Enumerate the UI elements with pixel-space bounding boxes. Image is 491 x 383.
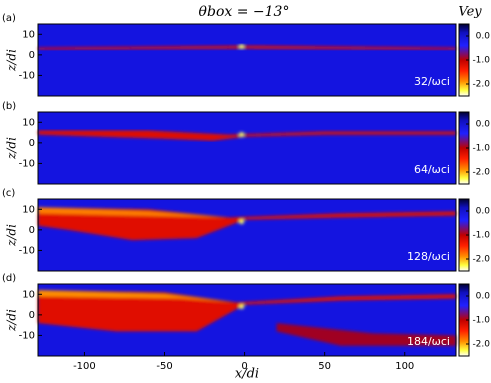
current-sheet: [38, 207, 229, 218]
colorbar-tick-label: -2.0: [472, 340, 490, 350]
heatmap-features: [38, 207, 456, 241]
title: θbox = −13°: [199, 4, 290, 20]
x-tick-label: 100: [395, 361, 414, 372]
x-tick-label: -50: [156, 361, 172, 372]
current-sheet: [38, 290, 237, 303]
annotation: 184/ωci: [407, 335, 450, 348]
y-tick-label: -10: [19, 158, 35, 169]
panel-label: (a): [2, 13, 16, 24]
y-tick-label: 10: [22, 204, 35, 215]
colorbar-tick-label: -2.0: [472, 255, 490, 265]
y-axis-label: z/di: [5, 224, 19, 247]
annotation: 32/ωci: [414, 75, 450, 88]
y-tick-label: 0: [29, 310, 35, 321]
x-line: [239, 44, 245, 50]
heatmap-background: [38, 112, 456, 184]
colorbar-tick-label: -1.0: [472, 56, 490, 66]
colorbar-tick-label: 0.0: [476, 32, 491, 42]
colorbar-label: Vey: [458, 5, 482, 20]
current-sheet: [38, 130, 456, 141]
y-tick-label: 0: [29, 138, 35, 149]
heatmap-features: [38, 290, 456, 346]
y-tick-label: 0: [29, 50, 35, 61]
panel-label: (d): [2, 273, 16, 284]
y-tick-label: -10: [19, 245, 35, 256]
y-tick-label: -10: [19, 330, 35, 341]
colorbar-tick-label: -1.0: [472, 316, 490, 326]
heatmap-features: [38, 44, 456, 50]
heatmap-features: [38, 130, 456, 141]
colorbar-tick-label: 0.0: [476, 292, 491, 302]
y-axis-label: z/di: [5, 137, 19, 160]
panel-label: (b): [2, 101, 16, 112]
y-tick-label: -10: [19, 70, 35, 81]
annotation: 64/ωci: [414, 163, 450, 176]
x-axis-label: x/di: [235, 367, 259, 382]
y-tick-label: 10: [22, 289, 35, 300]
x-line: [239, 219, 245, 225]
colorbar-tick-label: -2.0: [472, 168, 490, 178]
panel-label: (c): [2, 188, 15, 199]
y-axis-label: z/di: [5, 49, 19, 72]
x-line: [239, 304, 245, 310]
plot-frame: [37, 198, 457, 272]
colorbar-tick-label: 0.0: [476, 120, 491, 130]
x-tick-label: -100: [73, 361, 96, 372]
x-tick-label: 0: [241, 361, 247, 372]
y-tick-label: 10: [22, 117, 35, 128]
colorbar-tick-label: -1.0: [472, 144, 490, 154]
current-sheet: [38, 45, 456, 50]
y-tick-label: 10: [22, 29, 35, 40]
heatmap-background: [38, 24, 456, 96]
plot-frame: [37, 111, 457, 185]
current-sheet: [276, 323, 456, 346]
x-tick-label: 50: [318, 361, 331, 372]
annotation: 128/ωci: [407, 250, 450, 263]
y-axis-label: z/di: [5, 309, 19, 332]
colorbar-tick-label: -1.0: [472, 231, 490, 241]
y-tick-label: 0: [29, 225, 35, 236]
colorbar-tick-label: -2.0: [472, 80, 490, 90]
current-sheet: [38, 290, 456, 332]
colorbar-tick-label: 0.0: [476, 207, 491, 217]
x-line: [239, 132, 245, 138]
plot-frame: [37, 283, 457, 357]
plot-frame: [37, 23, 457, 97]
